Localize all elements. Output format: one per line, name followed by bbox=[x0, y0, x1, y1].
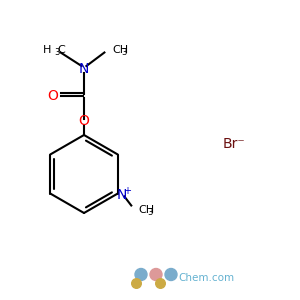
Text: 3: 3 bbox=[54, 48, 59, 57]
Text: N: N bbox=[116, 188, 127, 202]
Text: 3: 3 bbox=[147, 208, 152, 217]
Text: H: H bbox=[43, 45, 52, 56]
Text: N: N bbox=[79, 62, 89, 76]
Text: Chem.com: Chem.com bbox=[178, 273, 235, 284]
Circle shape bbox=[132, 279, 141, 288]
Text: 3: 3 bbox=[122, 48, 127, 57]
Text: +: + bbox=[123, 185, 131, 196]
Text: C: C bbox=[58, 45, 65, 56]
Text: O: O bbox=[47, 89, 58, 103]
Text: Br⁻: Br⁻ bbox=[223, 137, 245, 151]
Circle shape bbox=[156, 279, 165, 288]
Circle shape bbox=[165, 268, 177, 280]
Text: CH: CH bbox=[112, 45, 129, 56]
Circle shape bbox=[135, 268, 147, 280]
Text: O: O bbox=[79, 115, 89, 128]
Circle shape bbox=[150, 268, 162, 280]
Text: CH: CH bbox=[139, 205, 155, 215]
